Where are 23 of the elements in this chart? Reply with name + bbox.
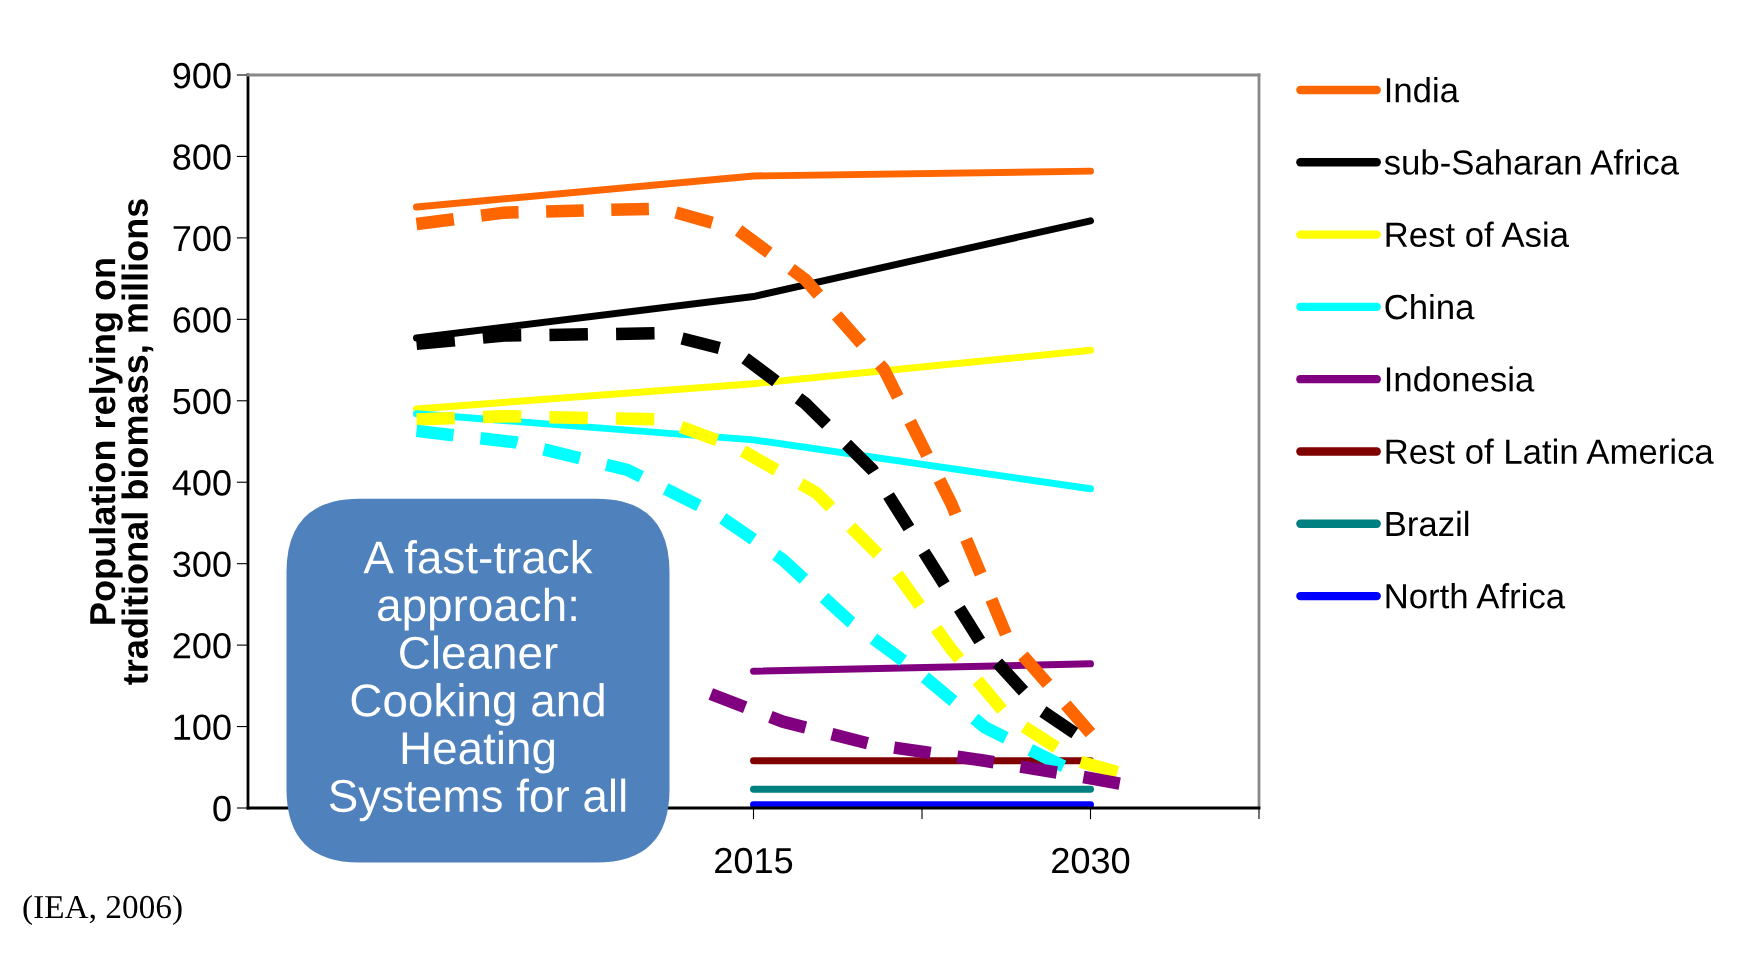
y-tick-label: 0 [213, 795, 231, 822]
legend-label: China [1385, 293, 1475, 320]
y-tick-label: 500 [173, 388, 231, 415]
legend-label: India [1386, 76, 1459, 103]
legend-label: sub-Saharan Africa [1384, 149, 1680, 175]
legend-label: North Africa [1386, 583, 1566, 609]
legend-label: Indonesia [1386, 366, 1535, 392]
text: (IEA, 2006) [23, 894, 182, 926]
x-tick-label: 2015 [715, 847, 793, 874]
y-tick-label: 100 [174, 714, 231, 740]
annotation: A fast-track approach: Cleaner Cooking and Heating Systems for all [329, 540, 626, 822]
y-axis-title: Population relying on traditional biomass, millions [88, 199, 154, 685]
y-tick-label: 700 [173, 225, 231, 252]
legend-label: Rest of Asia [1386, 221, 1569, 248]
y-tick-label: 300 [173, 551, 231, 578]
y-tick-label: 900 [173, 62, 231, 89]
x-tick-label: 2030 [1052, 847, 1130, 874]
y-tick-label: 400 [172, 470, 231, 496]
y-tick-label: 600 [173, 307, 231, 333]
y-tick-label: 200 [173, 632, 231, 659]
legend-label: Brazil [1386, 510, 1469, 537]
y-tick-label: 800 [173, 144, 231, 170]
legend-label: Rest of Latin America [1386, 438, 1714, 464]
